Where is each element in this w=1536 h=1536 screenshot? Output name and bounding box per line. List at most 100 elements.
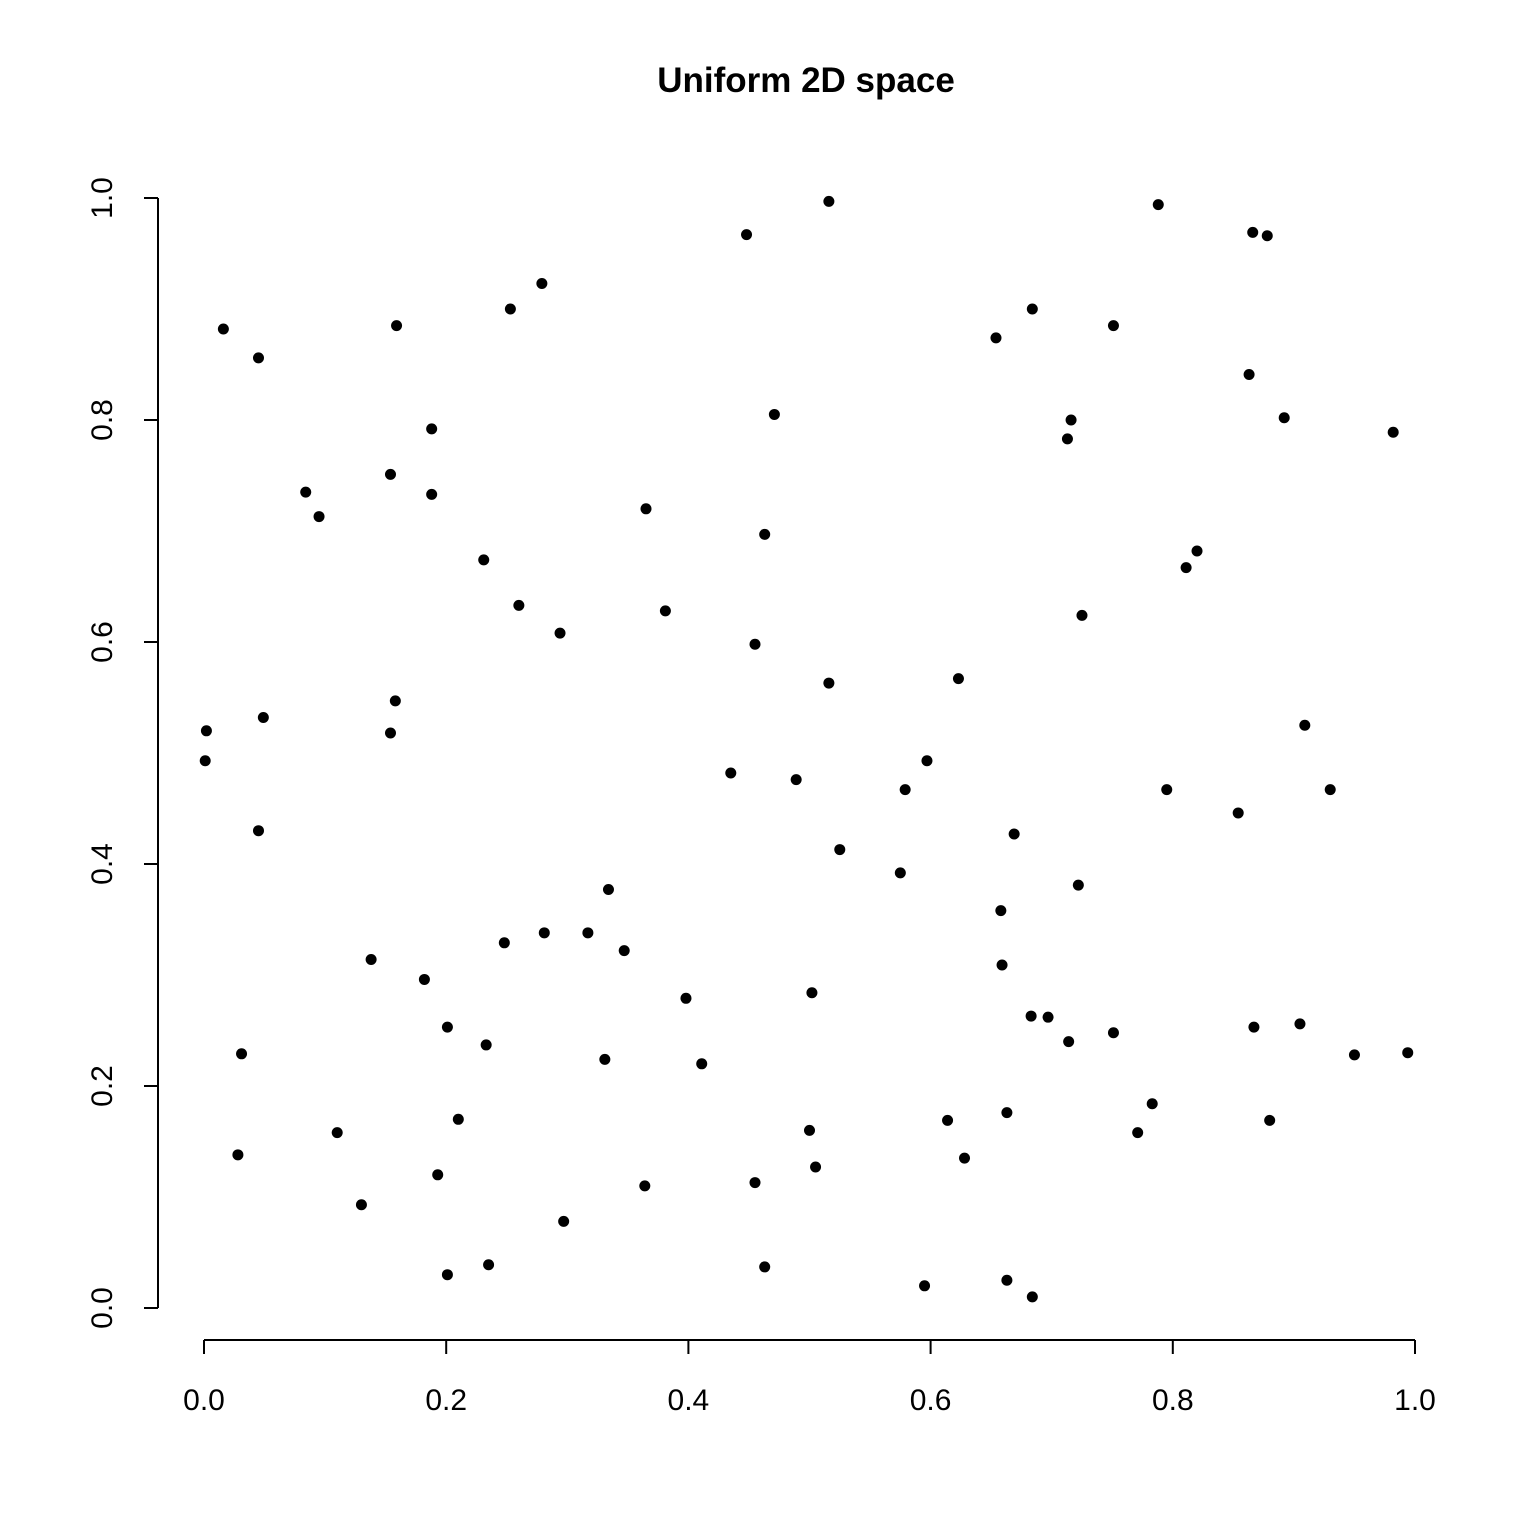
scatter-point: [483, 1259, 495, 1271]
scatter-point: [252, 352, 264, 364]
scatter-point: [1063, 1036, 1075, 1048]
scatter-point: [640, 503, 652, 515]
scatter-point: [331, 1127, 343, 1139]
scatter-point: [806, 987, 818, 999]
scatter-point: [680, 992, 692, 1004]
scatter-point: [1025, 1010, 1037, 1022]
scatter-point: [1061, 433, 1073, 445]
scatter-point: [959, 1152, 971, 1164]
scatter-point: [823, 677, 835, 689]
scatter-point: [478, 554, 490, 566]
scatter-point: [894, 867, 906, 879]
scatter-point: [300, 486, 312, 498]
scatter-point: [252, 825, 264, 837]
scatter-point: [1132, 1127, 1144, 1139]
scatter-point: [741, 229, 753, 241]
scatter-point: [452, 1113, 464, 1125]
scatter-point: [504, 303, 516, 315]
scatter-point: [759, 1261, 771, 1273]
scatter-point: [200, 725, 212, 737]
scatter-point: [384, 727, 396, 739]
scatter-point: [391, 320, 403, 332]
scatter-point: [810, 1161, 822, 1173]
scatter-point: [1146, 1098, 1158, 1110]
scatter-point: [990, 332, 1002, 344]
scatter-point: [599, 1053, 611, 1065]
y-tick-label: 0.6: [86, 621, 119, 663]
x-tick-label: 0.6: [910, 1384, 952, 1417]
scatter-point: [513, 599, 525, 611]
scatter-point: [432, 1169, 444, 1181]
scatter-point: [749, 1177, 761, 1189]
scatter-point: [426, 423, 438, 435]
scatter-point: [823, 195, 835, 207]
scatter-point: [952, 673, 964, 685]
scatter-point: [1387, 426, 1399, 438]
scatter-point: [384, 468, 396, 480]
scatter-point: [1042, 1011, 1054, 1023]
scatter-point: [602, 884, 614, 896]
x-axis: 0.0 0.2 0.4 0.6 0.8 1.0: [183, 1339, 1436, 1417]
scatter-point: [554, 627, 566, 639]
scatter-point: [790, 774, 802, 786]
scatter-point: [1001, 1274, 1013, 1286]
scatter-point: [365, 953, 377, 965]
scatter-point: [498, 937, 510, 949]
y-axis: 0.0 0.2 0.4 0.6 0.8 1.0: [86, 177, 159, 1329]
scatter-point: [1299, 719, 1311, 731]
scatter-point: [1261, 230, 1273, 242]
scatter-point: [232, 1149, 244, 1161]
scatter-point: [1180, 562, 1192, 574]
scatter-point: [355, 1199, 367, 1211]
scatter-point: [759, 528, 771, 540]
scatter-point: [1026, 303, 1038, 315]
scatter-point: [659, 605, 671, 617]
scatter-point: [1107, 320, 1119, 332]
scatter-point: [389, 695, 401, 707]
scatter-point: [1001, 1107, 1013, 1119]
scatter-point: [1026, 1291, 1038, 1303]
scatter-point: [313, 511, 325, 523]
scatter-point: [768, 408, 780, 420]
scatter-point: [1076, 609, 1088, 621]
scatter-point: [199, 755, 211, 767]
scatter-point: [1232, 807, 1244, 819]
scatter-point: [1072, 879, 1084, 891]
scatter-point: [899, 784, 911, 796]
scatter-point: [1294, 1018, 1306, 1030]
scatter-point: [1107, 1027, 1119, 1039]
scatter-point: [639, 1180, 651, 1192]
scatter-point: [834, 844, 846, 856]
scatter-point: [1191, 545, 1203, 557]
y-tick-label: 0.2: [86, 1065, 119, 1107]
scatter-point: [538, 927, 550, 939]
scatter-point: [942, 1114, 954, 1126]
x-tick-label: 0.2: [425, 1384, 467, 1417]
scatter-point: [696, 1058, 708, 1070]
scatter-point: [480, 1039, 492, 1051]
scatter-point: [921, 755, 933, 767]
scatter-point: [1324, 784, 1336, 796]
scatter-point: [1243, 368, 1255, 380]
chart-title: Uniform 2D space: [657, 61, 955, 100]
y-tick-label: 0.0: [86, 1287, 119, 1329]
x-tick-label: 0.4: [668, 1384, 710, 1417]
scatter-point: [618, 945, 630, 957]
y-tick-label: 1.0: [86, 177, 119, 219]
scatter-point: [1264, 1114, 1276, 1126]
scatter-point: [1402, 1047, 1414, 1059]
scatter-point: [217, 323, 229, 335]
scatter-point: [1348, 1049, 1360, 1061]
scatter-point: [426, 488, 438, 500]
scatter-point: [1247, 226, 1259, 238]
scatter-point: [257, 711, 269, 723]
x-tick-label: 0.8: [1152, 1384, 1194, 1417]
scatter-point: [1008, 828, 1020, 840]
scatter-point: [804, 1124, 815, 1136]
scatter-point: [1278, 412, 1290, 424]
scatter-point: [996, 959, 1008, 971]
scatter-point: [558, 1215, 570, 1227]
scatter-point: [536, 277, 548, 289]
data-points: [199, 195, 1414, 1303]
